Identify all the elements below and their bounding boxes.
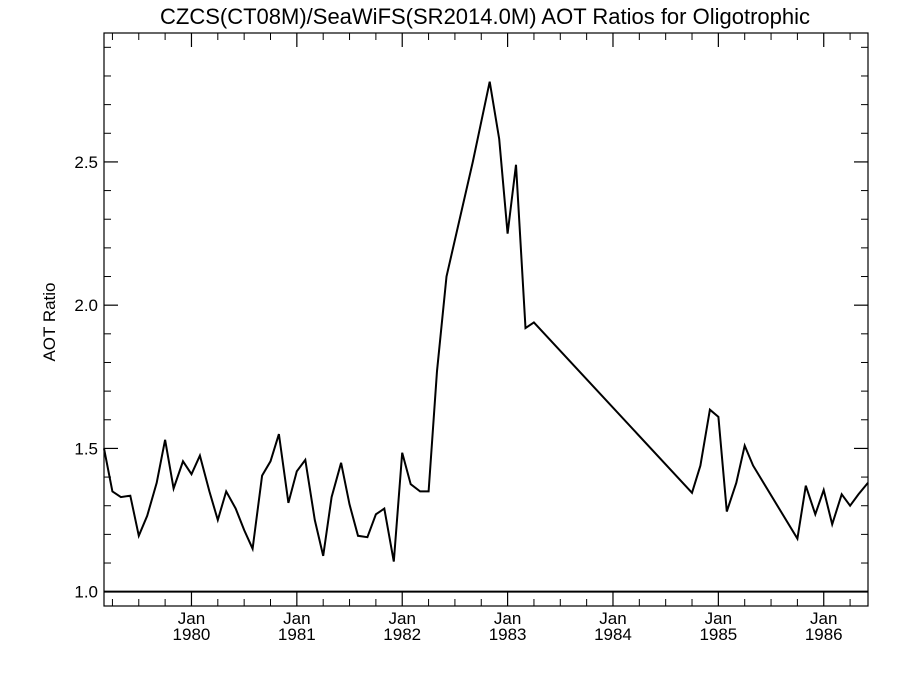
data-point (709, 409, 711, 411)
data-point (796, 538, 798, 540)
data-point (304, 459, 306, 461)
data-point (199, 455, 201, 457)
data-point (472, 161, 474, 163)
data-point (314, 519, 316, 521)
data-point (744, 445, 746, 447)
chart-title: CZCS(CT08M)/SeaWiFS(SR2014.0M) AOT Ratio… (160, 4, 810, 29)
data-point (190, 473, 192, 475)
ticks (104, 33, 868, 606)
data-point (831, 523, 833, 525)
data-point (849, 505, 851, 507)
data-point (498, 138, 500, 140)
x-tick-label-month: Jan (389, 609, 416, 628)
x-tick-label-month: Jan (283, 609, 310, 628)
data-point (217, 519, 219, 521)
data-point (182, 460, 184, 462)
data-point (287, 502, 289, 504)
data-point (164, 439, 166, 441)
data-point (252, 548, 254, 550)
data-point (489, 81, 491, 83)
data-point (357, 535, 359, 537)
data-point (349, 503, 351, 505)
data-point (436, 370, 438, 372)
data-point (235, 508, 237, 510)
data-point (419, 490, 421, 492)
data-point (867, 482, 869, 484)
data-point (138, 535, 140, 537)
x-tick-label-month: Jan (178, 609, 205, 628)
x-tick-label-year: 1983 (489, 625, 527, 644)
data-point (814, 513, 816, 515)
y-axis-label: AOT Ratio (40, 282, 59, 361)
data-point (340, 462, 342, 464)
data-point (383, 508, 385, 510)
data-point (401, 452, 403, 454)
x-tick-label-month: Jan (705, 609, 732, 628)
data-point (146, 515, 148, 517)
x-tick-label-month: Jan (810, 609, 837, 628)
data-point (225, 490, 227, 492)
data-point (278, 433, 280, 435)
x-tick-label-year: 1981 (278, 625, 316, 644)
y-tick-label: 1.0 (74, 583, 98, 602)
data-point (445, 276, 447, 278)
data-point (858, 493, 860, 495)
data-point (699, 465, 701, 467)
x-tick-label-year: 1985 (699, 625, 737, 644)
data-point (752, 465, 754, 467)
y-tick-label: 1.5 (74, 439, 98, 458)
data-point (111, 490, 113, 492)
x-tick-label-year: 1982 (383, 625, 421, 644)
data-point (717, 416, 719, 418)
data-point (823, 489, 825, 491)
data-point (129, 495, 131, 497)
data-point (243, 529, 245, 531)
data-point (428, 490, 430, 492)
data-point (208, 490, 210, 492)
y-tick-label: 2.5 (74, 153, 98, 172)
data-point (156, 482, 158, 484)
data-point (515, 164, 517, 166)
data-point (735, 482, 737, 484)
data-point (507, 233, 509, 235)
plot-frame (103, 32, 869, 607)
data-point (269, 460, 271, 462)
x-tick-label-month: Jan (599, 609, 626, 628)
x-tick-label-year: 1986 (805, 625, 843, 644)
data-point (120, 496, 122, 498)
data-point (173, 488, 175, 490)
y-tick-label: 2.0 (74, 296, 98, 315)
series-line (103, 81, 869, 562)
data-point (726, 510, 728, 512)
data-point (410, 483, 412, 485)
data-point (322, 555, 324, 557)
x-tick-label-month: Jan (494, 609, 521, 628)
data-point (296, 470, 298, 472)
data-point (331, 496, 333, 498)
data-points (103, 81, 869, 563)
data-point (103, 447, 105, 449)
tick-labels: 1.01.52.02.5Jan1980Jan1981Jan1982Jan1983… (74, 153, 842, 644)
x-tick-label-year: 1980 (173, 625, 211, 644)
x-tick-label-year: 1984 (594, 625, 632, 644)
data-point (261, 475, 263, 477)
data-point (375, 513, 377, 515)
data-point (841, 493, 843, 495)
data-point (393, 561, 395, 563)
data-point (525, 327, 527, 329)
data-point (805, 485, 807, 487)
data-point (533, 321, 535, 323)
data-point (366, 536, 368, 538)
data-point (691, 492, 693, 494)
